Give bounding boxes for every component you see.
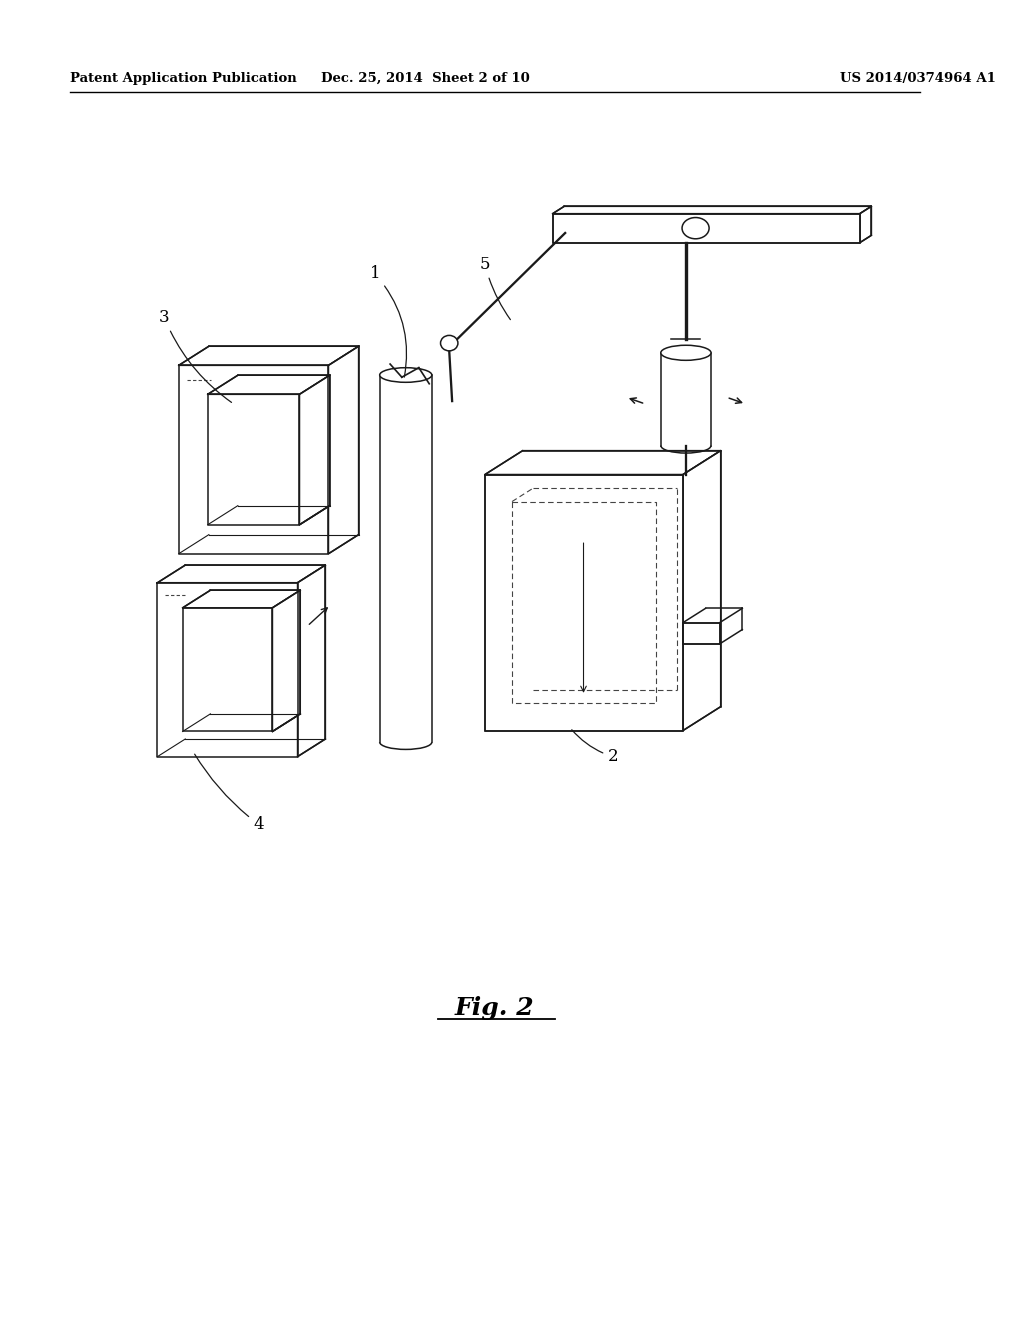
Ellipse shape xyxy=(380,368,432,383)
Ellipse shape xyxy=(682,218,709,239)
Polygon shape xyxy=(553,206,871,214)
Text: Dec. 25, 2014  Sheet 2 of 10: Dec. 25, 2014 Sheet 2 of 10 xyxy=(321,71,529,84)
Polygon shape xyxy=(485,474,683,730)
Text: Patent Application Publication: Patent Application Publication xyxy=(70,71,296,84)
Polygon shape xyxy=(683,450,721,730)
Polygon shape xyxy=(298,565,326,756)
Polygon shape xyxy=(179,346,358,366)
Text: 4: 4 xyxy=(195,754,264,833)
Polygon shape xyxy=(208,375,330,395)
Polygon shape xyxy=(329,346,358,553)
Polygon shape xyxy=(485,450,721,474)
Text: Fig. 2: Fig. 2 xyxy=(455,995,535,1020)
Ellipse shape xyxy=(440,335,458,351)
Text: 5: 5 xyxy=(479,256,510,319)
Text: 2: 2 xyxy=(571,730,618,766)
Text: 3: 3 xyxy=(159,309,231,403)
Polygon shape xyxy=(299,375,330,525)
Text: 1: 1 xyxy=(370,265,407,378)
Polygon shape xyxy=(860,206,871,243)
Text: US 2014/0374964 A1: US 2014/0374964 A1 xyxy=(841,71,996,84)
Polygon shape xyxy=(683,623,720,644)
Polygon shape xyxy=(553,214,860,243)
Polygon shape xyxy=(272,590,300,731)
Ellipse shape xyxy=(660,346,711,360)
Polygon shape xyxy=(182,590,300,607)
Polygon shape xyxy=(158,565,326,582)
